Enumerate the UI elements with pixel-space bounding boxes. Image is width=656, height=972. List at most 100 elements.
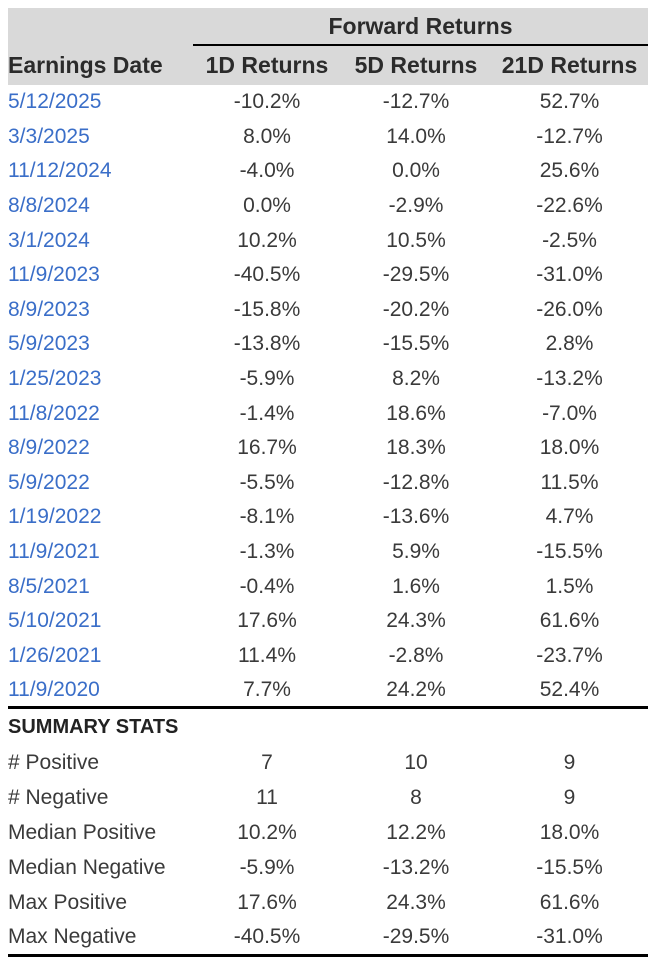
summary-stat-row: # Negative 11 8 9 xyxy=(8,781,648,816)
earnings-date-link[interactable]: 1/19/2022 xyxy=(8,505,102,529)
column-header-1d-returns: 1D Returns xyxy=(193,45,341,85)
earnings-date-link[interactable]: 3/1/2024 xyxy=(8,228,90,252)
summary-stat-21d: 9 xyxy=(563,751,576,775)
summary-stat-label: Max Negative xyxy=(8,925,137,949)
earnings-date-link[interactable]: 8/9/2022 xyxy=(8,436,90,460)
return-value-1d: 0.0% xyxy=(243,194,291,218)
return-value-1d: 7.7% xyxy=(243,677,291,701)
summary-stat-row: Max Negative -40.5% -29.5% -31.0% xyxy=(8,921,648,956)
return-value-5d: 5.9% xyxy=(392,540,440,564)
return-value-21d: -7.0% xyxy=(542,401,597,425)
return-value-1d: -1.3% xyxy=(239,540,295,564)
summary-stat-5d: 12.2% xyxy=(386,821,446,845)
return-value-21d: 25.6% xyxy=(539,159,600,183)
earnings-table-row: 5/9/2023 -13.8% -15.5% 2.8% xyxy=(8,327,648,362)
return-value-1d: 11.4% xyxy=(238,643,296,667)
summary-stats-section: SUMMARY STATS # Positive 7 10 9 # Negati… xyxy=(8,706,648,956)
return-value-5d: -12.8% xyxy=(382,470,450,494)
earnings-date-link[interactable]: 5/10/2021 xyxy=(8,609,102,633)
return-value-5d: -2.9% xyxy=(388,194,444,218)
earnings-date-link[interactable]: 11/9/2023 xyxy=(8,263,100,287)
summary-stat-row: Median Positive 10.2% 12.2% 18.0% xyxy=(8,816,648,851)
summary-stat-5d: 8 xyxy=(410,786,422,810)
earnings-date-link[interactable]: 5/12/2025 xyxy=(8,90,102,114)
earnings-table-row: 3/3/2025 8.0% 14.0% -12.7% xyxy=(8,120,648,155)
summary-stat-1d: 10.2% xyxy=(237,821,297,845)
earnings-table-row: 5/10/2021 17.6% 24.3% 61.6% xyxy=(8,604,648,639)
return-value-21d: 4.7% xyxy=(545,505,594,529)
return-value-21d: -2.5% xyxy=(542,228,597,252)
summary-stat-label: Max Positive xyxy=(8,891,128,915)
summary-stat-row: # Positive 7 10 9 xyxy=(8,746,648,781)
return-value-5d: 18.6% xyxy=(386,401,446,425)
earnings-date-link[interactable]: 1/25/2023 xyxy=(8,367,102,391)
earnings-date-link[interactable]: 8/8/2024 xyxy=(8,194,90,218)
summary-stat-1d: 17.6% xyxy=(237,891,297,915)
earnings-date-link[interactable]: 3/3/2025 xyxy=(8,124,90,148)
earnings-table-row: 11/12/2024 -4.0% 0.0% 25.6% xyxy=(8,154,648,189)
summary-stat-5d: 24.3% xyxy=(386,891,446,915)
return-value-5d: 24.2% xyxy=(386,677,446,701)
summary-stat-label: # Negative xyxy=(8,786,109,810)
return-value-21d: 2.8% xyxy=(545,332,594,356)
return-value-5d: -2.8% xyxy=(388,643,444,667)
return-value-21d: -23.7% xyxy=(536,643,603,667)
earnings-rows: 5/12/2025 -10.2% -12.7% 52.7% 3/3/2025 8… xyxy=(8,85,648,708)
summary-stat-5d: -13.2% xyxy=(382,856,450,880)
return-value-21d: 52.7% xyxy=(539,90,600,114)
summary-stat-label: # Positive xyxy=(8,751,100,775)
forward-returns-table: Forward Returns Earnings Date 1D Returns… xyxy=(8,8,648,958)
summary-stat-row: Median Negative -5.9% -13.2% -15.5% xyxy=(8,851,648,886)
return-value-5d: -20.2% xyxy=(382,297,450,321)
return-value-1d: -8.1% xyxy=(239,505,295,529)
earnings-date-link[interactable]: 8/9/2023 xyxy=(8,297,90,321)
return-value-21d: 11.5% xyxy=(540,470,599,494)
header-corner-cell xyxy=(8,8,193,45)
earnings-table-row: 11/9/2020 7.7% 24.2% 52.4% xyxy=(8,673,648,708)
earnings-table-row: 8/9/2022 16.7% 18.3% 18.0% xyxy=(8,431,648,466)
return-value-21d: 61.6% xyxy=(539,609,600,633)
earnings-date-link[interactable]: 8/5/2021 xyxy=(8,574,90,598)
summary-stat-21d: 18.0% xyxy=(539,821,600,845)
summary-stat-21d: 61.6% xyxy=(539,891,600,915)
return-value-21d: -31.0% xyxy=(536,263,603,287)
return-value-5d: -13.6% xyxy=(382,505,450,529)
return-value-21d: -22.6% xyxy=(536,194,603,218)
earnings-date-link[interactable]: 11/8/2022 xyxy=(8,401,100,425)
return-value-1d: -5.9% xyxy=(239,367,295,391)
table-header: Forward Returns Earnings Date 1D Returns… xyxy=(8,8,648,85)
earnings-date-link[interactable]: 1/26/2021 xyxy=(8,643,102,667)
return-value-21d: -26.0% xyxy=(536,297,603,321)
return-value-21d: -13.2% xyxy=(536,367,603,391)
earnings-date-link[interactable]: 5/9/2022 xyxy=(8,470,90,494)
earnings-table-row: 1/25/2023 -5.9% 8.2% -13.2% xyxy=(8,362,648,397)
return-value-5d: 18.3% xyxy=(386,436,446,460)
return-value-21d: 18.0% xyxy=(539,436,600,460)
column-header-earnings-date: Earnings Date xyxy=(8,45,193,85)
column-header-5d-returns: 5D Returns xyxy=(341,45,491,85)
return-value-1d: 10.2% xyxy=(237,228,297,252)
summary-stats-title: SUMMARY STATS xyxy=(8,706,648,746)
summary-stat-label: Median Negative xyxy=(8,856,166,880)
earnings-table-row: 11/8/2022 -1.4% 18.6% -7.0% xyxy=(8,396,648,431)
return-value-1d: -0.4% xyxy=(239,574,295,598)
summary-stat-5d: 10 xyxy=(404,751,428,775)
return-value-5d: -29.5% xyxy=(382,263,450,287)
summary-stat-21d: -15.5% xyxy=(536,856,603,880)
earnings-date-link[interactable]: 5/9/2023 xyxy=(8,332,90,356)
return-value-1d: -15.8% xyxy=(233,297,301,321)
earnings-table-row: 11/9/2021 -1.3% 5.9% -15.5% xyxy=(8,535,648,570)
summary-stat-5d: -29.5% xyxy=(382,925,450,949)
summary-stats-title-row: SUMMARY STATS xyxy=(8,706,648,746)
return-value-5d: 1.6% xyxy=(392,574,440,598)
earnings-table-row: 8/9/2023 -15.8% -20.2% -26.0% xyxy=(8,293,648,328)
return-value-5d: 0.0% xyxy=(392,159,440,183)
return-value-1d: -13.8% xyxy=(233,332,301,356)
earnings-table-row: 3/1/2024 10.2% 10.5% -2.5% xyxy=(8,223,648,258)
return-value-1d: -5.5% xyxy=(239,470,295,494)
earnings-date-link[interactable]: 11/9/2020 xyxy=(8,677,100,701)
earnings-table-row: 1/26/2021 11.4% -2.8% -23.7% xyxy=(8,639,648,674)
earnings-date-link[interactable]: 11/9/2021 xyxy=(8,540,100,564)
return-value-21d: -12.7% xyxy=(536,124,603,148)
earnings-date-link[interactable]: 11/12/2024 xyxy=(8,159,112,183)
